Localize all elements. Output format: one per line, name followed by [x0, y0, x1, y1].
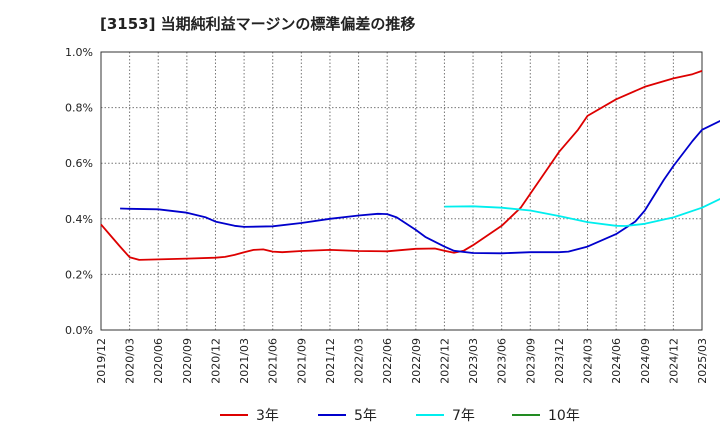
x-tick-label: 2022/03 [353, 338, 366, 384]
series-line-3年 [100, 70, 703, 261]
legend-label: 10年 [548, 408, 580, 424]
x-tick-label: 2023/12 [553, 338, 566, 384]
legend-label: 7年 [452, 408, 475, 424]
y-tick-label: 0.8% [65, 102, 93, 115]
legend: 3年 5年 7年 10年 [0, 402, 720, 428]
legend-swatch [512, 414, 540, 416]
y-tick-label: 0.6% [65, 157, 93, 170]
y-tick-label: 0.0% [65, 324, 93, 337]
series-line-7年 [444, 197, 720, 227]
x-tick-label: 2022/12 [438, 338, 451, 384]
y-tick-label: 1.0% [65, 46, 93, 59]
series-layer [100, 70, 720, 261]
x-tick-label: 2022/09 [410, 338, 423, 384]
x-tick-label: 2024/09 [639, 338, 652, 384]
chart-title: [3153] 当期純利益マージンの標準偏差の推移 [100, 15, 416, 33]
x-tick-label: 2023/03 [467, 338, 480, 384]
y-tick-label: 0.4% [65, 213, 93, 226]
x-tick-label: 2019/12 [95, 338, 108, 384]
x-tick-label: 2023/09 [524, 338, 537, 384]
legend-label: 5年 [354, 408, 377, 424]
x-tick-label: 2020/06 [152, 338, 165, 384]
x-tick-label: 2020/12 [209, 338, 222, 384]
axis-layer: 0.0% 0.2% 0.4% 0.6% 0.8% 1.0% 2019/12 2020/03 20… [65, 46, 709, 384]
x-tick-label: 2022/06 [381, 338, 394, 384]
x-tick-label: 2021/06 [267, 338, 280, 384]
x-tick-label: 2021/09 [295, 338, 308, 384]
legend-swatch [220, 414, 248, 416]
legend-item: 5年 [318, 402, 377, 428]
x-tick-label: 2025/03 [696, 338, 709, 384]
legend-item: 3年 [220, 402, 279, 428]
legend-swatch [416, 414, 444, 416]
x-tick-label: 2021/12 [324, 338, 337, 384]
series-line-5年 [120, 120, 720, 255]
x-tick-label: 2021/03 [238, 338, 251, 384]
legend-swatch [318, 414, 346, 416]
x-tick-label: 2024/06 [610, 338, 623, 384]
x-tick-label: 2020/09 [181, 338, 194, 384]
x-tick-label: 2024/03 [582, 338, 595, 384]
grid-layer [101, 52, 702, 330]
x-tick-label: 2024/12 [667, 338, 680, 384]
chart-plot: 0.0% 0.2% 0.4% 0.6% 0.8% 1.0% 2019/12 2020/03 20… [65, 46, 720, 384]
x-tick-label: 2023/06 [496, 338, 509, 384]
plot-border [100, 51, 703, 331]
x-tick-label: 2020/03 [124, 338, 137, 384]
legend-label: 3年 [256, 408, 279, 424]
legend-item: 7年 [416, 402, 475, 428]
legend-item: 10年 [512, 402, 580, 428]
y-tick-label: 0.2% [65, 268, 93, 281]
